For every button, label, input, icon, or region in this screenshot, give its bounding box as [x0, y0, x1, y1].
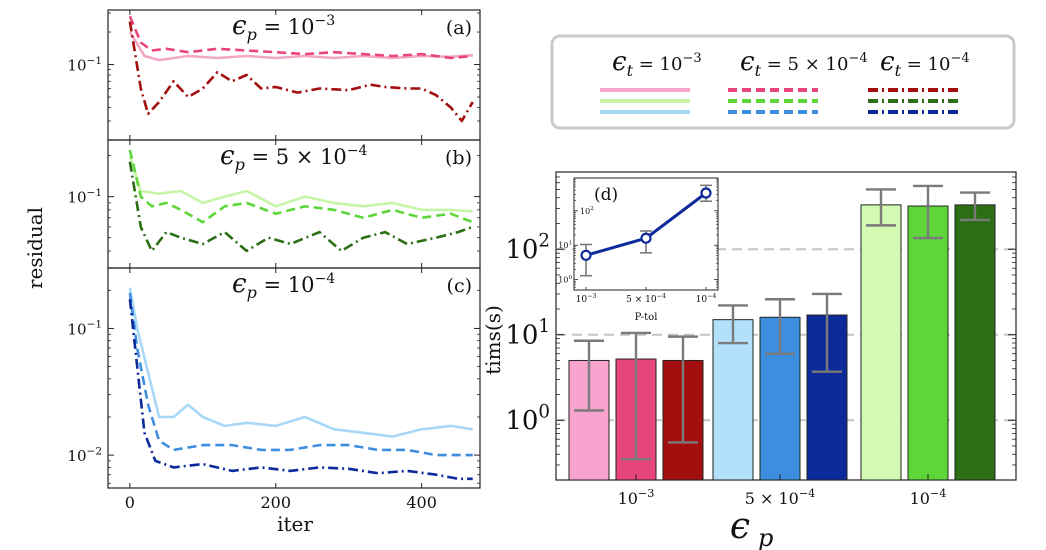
- inset-y-tick-label: 102: [580, 206, 594, 216]
- bar: [907, 205, 949, 481]
- inset-point: [640, 232, 652, 244]
- bar-y-tick-label: 101: [505, 316, 550, 351]
- y-tick-label: 10−1: [67, 187, 102, 207]
- bar-y-tick-label: 102: [505, 231, 550, 266]
- residual-series-line: [128, 15, 473, 60]
- inset-x-tick-label: 10−3: [576, 293, 597, 305]
- bar: [954, 204, 996, 481]
- panel-label: (a): [446, 17, 472, 39]
- y-tick-label: 10−2: [67, 445, 102, 465]
- residual-series-line: [128, 31, 473, 62]
- bar-xlabel-sub: p: [758, 524, 773, 550]
- inset-panel: 100 101 102 10−3 5 × 10−4 10−4 P-tol (d): [558, 177, 719, 323]
- residual-series-line: [128, 155, 473, 213]
- residual-panel: 10−1ϵp = 10−3 (a)10−1ϵp = 5 × 10−4 (b)10−1…: [67, 9, 481, 512]
- bar-group-label: 10−4: [910, 487, 947, 508]
- panel-label: (b): [445, 147, 472, 169]
- y-tick-label: 10−1: [67, 319, 102, 339]
- residual-subplot: 10−1 ϵp = 5 × 10−4 (b): [67, 139, 481, 269]
- bar-group-label: 10−3: [618, 487, 655, 508]
- bar-xlabel-symbol: ϵ: [730, 506, 750, 547]
- panel-label: (c): [447, 275, 472, 297]
- inset-panel-label: (d): [594, 185, 618, 205]
- inset-point: [580, 249, 592, 261]
- bar-group-label: 5 × 10−4: [745, 487, 816, 508]
- inset-point: [700, 187, 712, 199]
- x-tick-label: 200: [260, 493, 291, 512]
- bar-y-tick-label: 100: [505, 402, 550, 437]
- inset-x-tick-label: 5 × 10−4: [626, 293, 666, 305]
- residual-series-line: [128, 299, 473, 481]
- inset-x-tick-label: 10−4: [696, 293, 717, 305]
- residual-series-line: [128, 161, 474, 253]
- bar-xlabel: ϵ p: [730, 506, 773, 550]
- subplot-title: ϵp = 5 × 10−4: [220, 141, 368, 174]
- residual-series-line: [128, 292, 473, 457]
- inset-xlabel: P-tol: [635, 312, 658, 323]
- legend-label: ϵt = 5 × 10−4: [740, 47, 868, 80]
- bar: [712, 319, 754, 481]
- inset-y-tick-label: 101: [558, 241, 572, 251]
- x-tick-label: 400: [406, 493, 437, 512]
- inset-y-tick-label: 100: [558, 275, 572, 285]
- bar: [860, 204, 902, 481]
- residual-series-line: [128, 149, 474, 224]
- legend: ϵt = 10−3 ϵt = 5 × 10−4 ϵt = 10−4: [550, 34, 1016, 130]
- residual-xlabel: iter: [277, 512, 313, 536]
- legend-box: [550, 34, 1016, 130]
- subplot-frame: [107, 267, 481, 489]
- residual-ylabel: residual: [23, 207, 47, 289]
- residual-series-line: [128, 21, 474, 123]
- subplot-title: ϵp = 10−4: [232, 269, 335, 302]
- legend-label: ϵt = 10−4: [880, 47, 970, 80]
- y-tick-label: 10−1: [67, 55, 102, 75]
- subplot-title: ϵp = 10−3: [232, 11, 335, 44]
- residual-subplot: 10−1 10−2 ϵp = 10−4 (c) 0 200 400: [67, 267, 481, 512]
- x-tick-label: 0: [125, 493, 135, 512]
- residual-series-line: [128, 287, 473, 438]
- bar-ylabel: tims(s): [481, 305, 505, 375]
- residual-subplot: 10−1 ϵp = 10−3 (a): [67, 9, 481, 141]
- legend-label: ϵt = 10−3: [612, 47, 702, 80]
